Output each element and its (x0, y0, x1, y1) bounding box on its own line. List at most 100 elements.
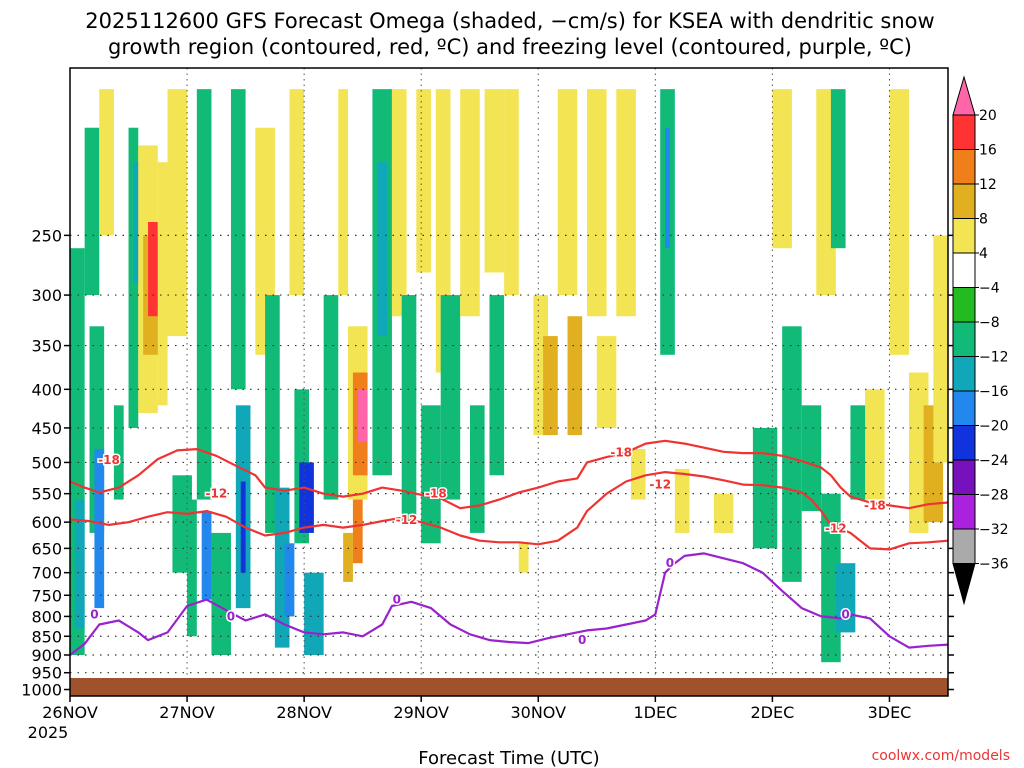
omega-cell-23 (265, 295, 280, 533)
colorbar-label-12: −32 (979, 522, 1009, 538)
y-tick-label-550: 550 (31, 485, 62, 504)
x-tick-label-29NOV: 29NOV (393, 703, 449, 722)
colorbar-bottom-arrow (952, 563, 976, 606)
contour-label-freezing-level-0c-5: 0 (841, 607, 849, 621)
omega-cell-16 (196, 89, 212, 500)
y-axis-ticks: 2503003504004505005506006507007508008509… (21, 226, 954, 700)
omega-cell-42 (421, 405, 441, 544)
omega-cell-39 (391, 89, 407, 317)
y-tick-label-700: 700 (31, 564, 62, 583)
omega-cell-76 (933, 235, 948, 463)
omega-cell-11 (148, 221, 158, 317)
omega-cell-35 (357, 389, 368, 443)
colorbar-label-8: −16 (979, 384, 1009, 400)
contour-layer: -18 -18 -18 -18 -12 -12 -12 -12 0 0 0 0 0 0 (69, 439, 949, 656)
omega-cell-32 (343, 532, 353, 582)
colorbar-swatch-10 (952, 425, 976, 461)
chart-title-line-2: growth region (contoured, red, ºC) and f… (108, 35, 912, 59)
omega-cell-1 (74, 499, 85, 629)
y-tick-label-600: 600 (31, 513, 62, 532)
colorbar: 20 16 12 8 4 −4 −8 −12 −16 −20 −24 −28 −32 −36 (952, 75, 1009, 606)
omega-shading-layer (70, 89, 948, 663)
contour-label-freezing-level-0c-0: 0 (90, 607, 98, 621)
x-tick-label-1DEC: 1DEC (633, 703, 677, 722)
colorbar-label-11: −28 (979, 488, 1009, 504)
omega-cell-73 (889, 89, 909, 355)
x-axis-ticks: 26NOV 27NOV 28NOV 29NOV 30NOV 1DEC 2DEC 3DEC (42, 696, 911, 722)
contour-dendritic-minus12 (69, 471, 949, 551)
omega-cell-63 (752, 427, 778, 549)
omega-cell-8 (133, 162, 139, 284)
omega-cell-4 (94, 449, 105, 609)
x-tick-label-3DEC: 3DEC (868, 703, 912, 722)
omega-cell-48 (489, 295, 505, 476)
x-tick-label-30NOV: 30NOV (510, 703, 566, 722)
colorbar-label-13: −36 (979, 557, 1009, 573)
omega-cell-47 (484, 89, 505, 273)
omega-cell-55 (587, 89, 607, 317)
omega-cell-53 (557, 89, 578, 296)
credit-link[interactable]: coolwx.com/models (872, 748, 1010, 764)
y-tick-label-400: 400 (31, 380, 62, 399)
y-tick-label-800: 800 (31, 607, 62, 626)
colorbar-swatch-9 (952, 390, 976, 426)
contour-label-dendritic-minus12-0: -12 (205, 487, 227, 501)
colorbar-label-7: −12 (979, 350, 1009, 366)
y-tick-label-500: 500 (31, 453, 62, 472)
x-tick-label-26NOV: 26NOV (42, 703, 98, 722)
omega-cell-13 (167, 89, 188, 337)
colorbar-swatch-12 (952, 494, 976, 530)
contour-freezing-level-0c (69, 552, 949, 656)
y-tick-label-250: 250 (31, 226, 62, 245)
contour-label-dendritic-minus18-2: -18 (610, 445, 632, 459)
omega-cell-70 (835, 563, 856, 633)
chart-title-line-1: 2025112600 GFS Forecast Omega (shaded, −… (85, 9, 934, 33)
colorbar-label-2: 12 (979, 177, 997, 193)
x-axis-year-label: 2025 (28, 723, 69, 742)
omega-cell-60 (665, 127, 670, 249)
omega-cell-15 (187, 499, 197, 637)
omega-cell-25 (284, 543, 295, 617)
colorbar-label-4: 4 (979, 246, 988, 262)
omega-cell-54 (567, 316, 583, 436)
contour-label-dendritic-minus18-1: -18 (425, 487, 447, 501)
omega-cell-36 (352, 499, 363, 564)
contour-label-dendritic-minus12-3: -12 (825, 522, 847, 536)
contour-label-dendritic-minus12-1: -12 (396, 513, 418, 527)
omega-cell-62 (713, 493, 734, 533)
contour-label-freezing-level-0c-3: 0 (578, 633, 586, 647)
y-tick-label-750: 750 (31, 586, 62, 605)
x-tick-label-27NOV: 27NOV (159, 703, 215, 722)
omega-cell-26 (289, 89, 305, 296)
contour-label-freezing-level-0c-1: 0 (227, 609, 235, 623)
omega-cell-72 (865, 389, 885, 500)
ground-strip (70, 678, 948, 696)
colorbar-swatch-4 (952, 218, 976, 254)
colorbar-label-1: 16 (979, 143, 997, 159)
contour-label-dendritic-minus18-0: -18 (98, 453, 120, 467)
omega-cell-65 (782, 326, 802, 582)
omega-cell-30 (323, 295, 339, 500)
y-tick-label-850: 850 (31, 627, 62, 646)
colorbar-swatch-1 (952, 114, 976, 150)
omega-cell-52 (543, 336, 558, 436)
omega-cell-50 (518, 543, 529, 573)
plot-frame (69, 67, 949, 697)
colorbar-swatch-11 (952, 459, 976, 495)
colorbar-swatch-6 (952, 287, 976, 323)
y-tick-label-450: 450 (31, 419, 62, 438)
colorbar-label-10: −24 (979, 453, 1009, 469)
omega-cell-56 (596, 336, 617, 428)
omega-cell-5 (99, 89, 114, 236)
omega-cell-49 (504, 89, 519, 296)
y-tick-label-350: 350 (31, 337, 62, 356)
omega-cell-38 (377, 162, 388, 337)
colorbar-label-3: 8 (979, 212, 988, 228)
omega-cell-64 (772, 89, 792, 249)
y-tick-label-900: 900 (31, 646, 62, 665)
plot-area: -18 -18 -18 -18 -12 -12 -12 -12 0 0 0 0 0 0 (69, 67, 949, 697)
colorbar-label-0: 20 (979, 108, 997, 124)
omega-cell-18 (211, 532, 231, 655)
colorbar-swatch-13 (952, 528, 976, 564)
